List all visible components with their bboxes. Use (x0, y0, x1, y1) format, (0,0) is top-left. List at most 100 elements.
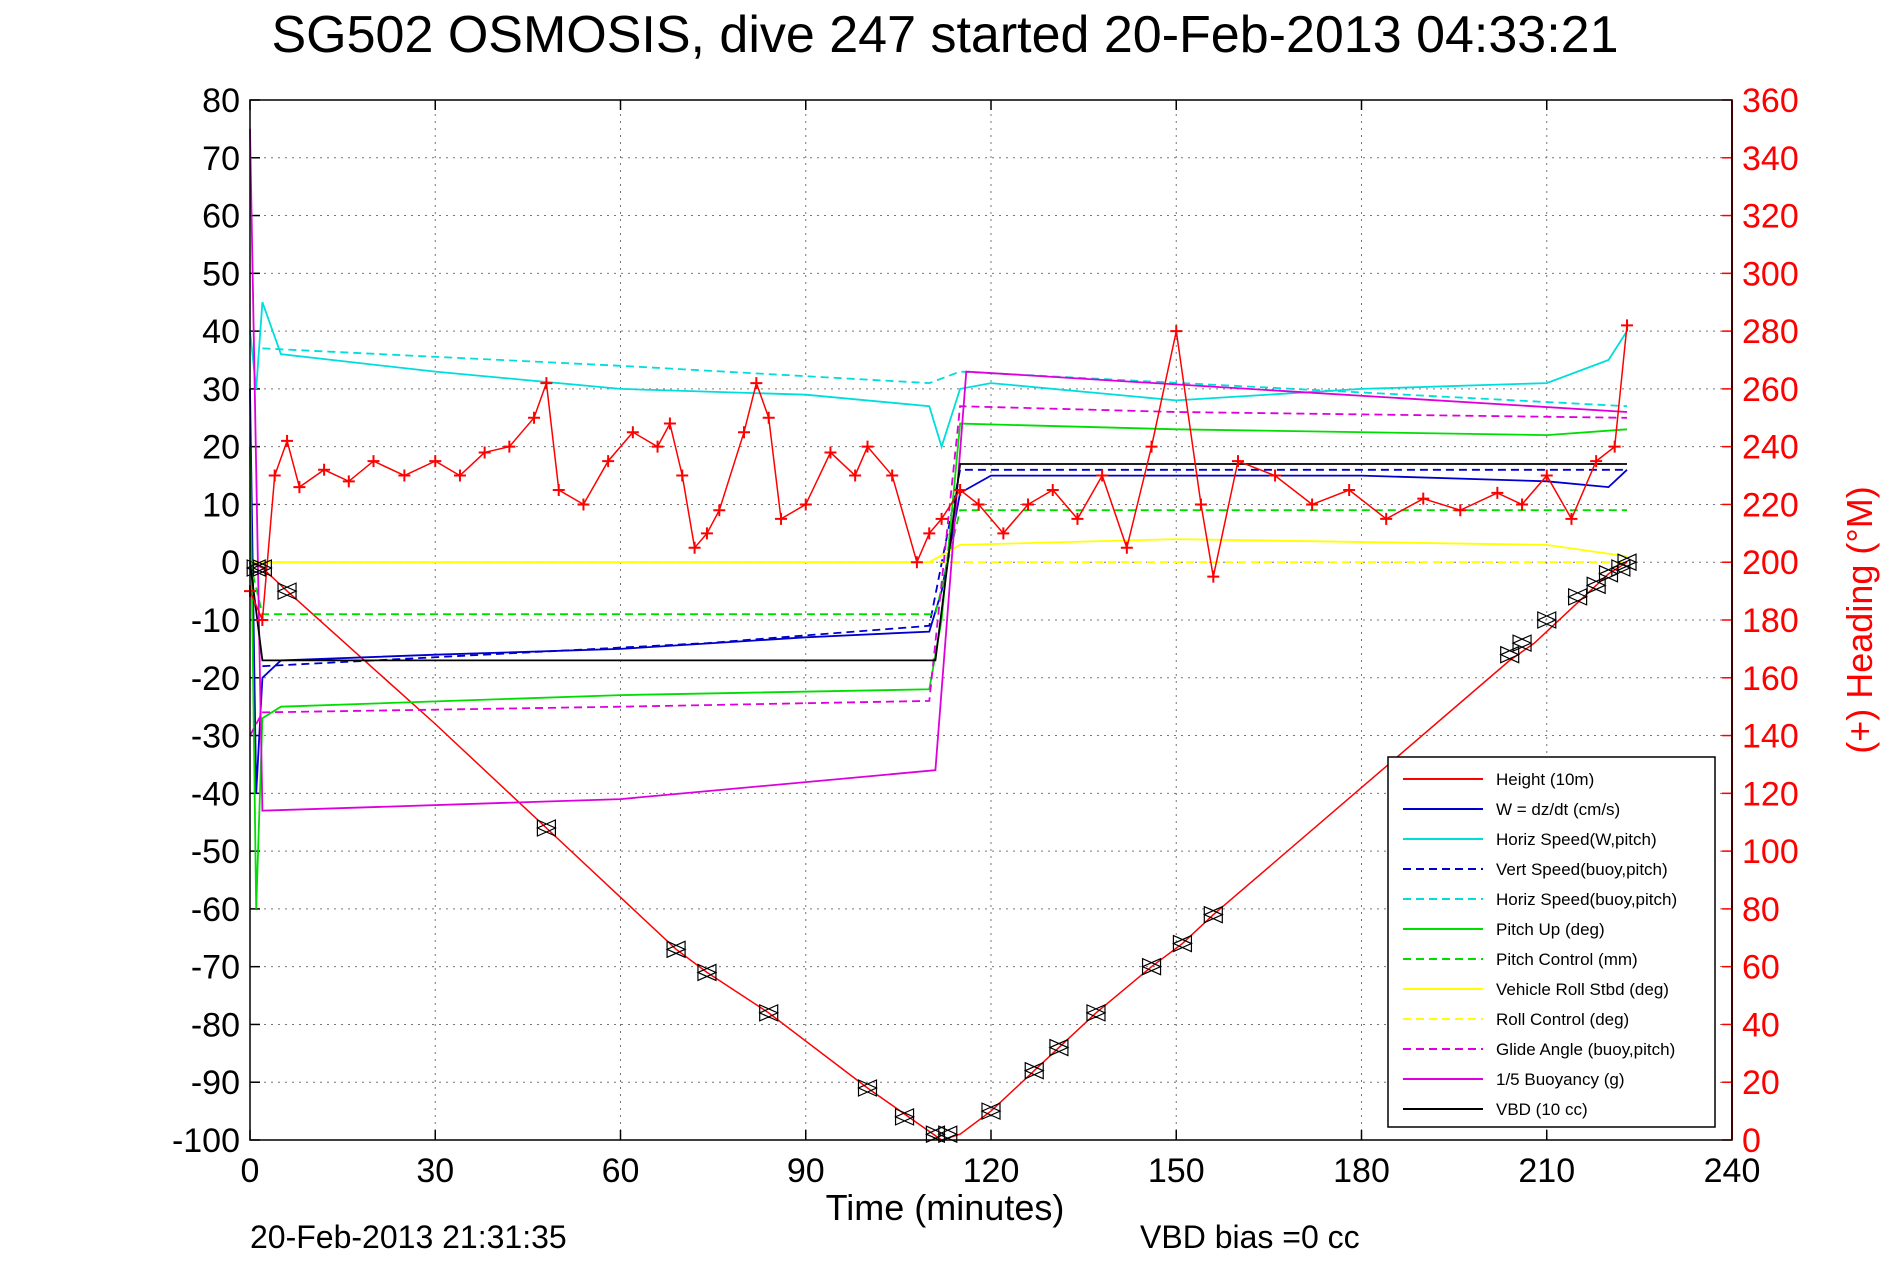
heading-plus-marker (1516, 498, 1529, 511)
right-tick-label: 220 (1742, 486, 1799, 524)
heading-plus-marker (651, 440, 664, 453)
heading-plus-marker (1565, 512, 1578, 525)
heading-plus-marker (429, 455, 442, 468)
legend-entry: 1/5 Buoyancy (g) (1496, 1070, 1625, 1089)
sample-triangle-marker (1085, 1003, 1107, 1022)
sample-triangle-marker (894, 1107, 916, 1126)
right-tick-label: 80 (1742, 891, 1780, 929)
x-tick-label: 150 (1148, 1152, 1205, 1190)
vbd-bias-label: VBD bias =0 cc (1140, 1219, 1360, 1255)
plot-frame (249, 99, 1733, 1141)
heading-plus-marker (1590, 455, 1603, 468)
legend-entry: Horiz Speed(buoy,pitch) (1496, 890, 1677, 909)
sample-triangle-marker (1616, 553, 1638, 572)
series-line-glide-dashed (249, 405, 1628, 737)
right-tick-label: 40 (1742, 1006, 1780, 1044)
x-tick-label: 60 (602, 1152, 640, 1190)
sample-triangle-marker (1048, 1038, 1070, 1057)
x-tick-label: 90 (787, 1152, 825, 1190)
heading-plus-marker (935, 512, 948, 525)
heading-plus-marker (1454, 504, 1467, 517)
legend-entry: Pitch Control (mm) (1496, 950, 1638, 969)
series-line-horiz_speed-dashed (262, 347, 1628, 408)
sample-triangle-marker (924, 1125, 946, 1144)
sample-triangle-marker (980, 1102, 1002, 1121)
series-line-vbd-solid (249, 463, 1627, 662)
sample-triangle-marker (937, 1125, 959, 1144)
heading-plus-marker (318, 463, 331, 476)
heading-plus-marker (1022, 498, 1035, 511)
right-tick-label: 340 (1742, 140, 1799, 178)
left-tick-label: -50 (191, 833, 240, 871)
series-line-horiz_speed-solid (249, 301, 1628, 450)
legend-entry: Roll Control (deg) (1496, 1010, 1629, 1029)
heading-plus-marker (1207, 570, 1220, 583)
sample-triangle-marker (1511, 634, 1533, 653)
sample-triangle-marker (251, 559, 273, 577)
heading-plus-marker (886, 469, 899, 482)
heading-plus-marker (849, 469, 862, 482)
heading-plus-marker (1491, 486, 1504, 499)
heading-plus-marker (688, 541, 701, 554)
right-tick-label: 20 (1742, 1064, 1780, 1102)
chart-legend: Height (10m) W = dz/dt (cm/s) Horiz Speed(… (1387, 756, 1716, 1128)
heading-plus-marker (738, 426, 750, 439)
grid-lines (250, 100, 1732, 1140)
legend-entry: W = dz/dt (cm/s) (1496, 800, 1620, 819)
x-axis-ticks: 0 30 60 90 120 150 180 210 240 (241, 100, 1760, 1190)
heading-plus-marker (602, 455, 615, 468)
heading-plus-marker (577, 498, 590, 511)
right-tick-label: 100 (1742, 833, 1799, 871)
left-tick-label: -30 (191, 718, 240, 756)
sample-triangle-marker (665, 940, 687, 959)
heading-plus-marker (552, 484, 565, 496)
heading-plus-marker (676, 469, 689, 482)
legend-entry: Vert Speed(buoy,pitch) (1496, 860, 1668, 879)
legend-entry: Pitch Up (deg) (1496, 920, 1605, 939)
heading-plus-marker (1120, 541, 1133, 554)
right-tick-label: 160 (1742, 660, 1799, 698)
heading-plus-marker (268, 469, 281, 482)
right-tick-label: 120 (1742, 775, 1799, 813)
heading-plus-marker (700, 527, 713, 540)
left-tick-label: 80 (202, 82, 240, 120)
left-tick-label: 0 (221, 544, 240, 582)
left-tick-label: -20 (191, 660, 240, 698)
heading-plus-marker (1306, 498, 1319, 511)
heading-plus-marker (1621, 319, 1634, 332)
sample-triangle-marker (1202, 905, 1224, 924)
series-line-pitch-solid (249, 422, 1628, 909)
left-tick-label: -10 (191, 602, 240, 640)
heading-plus-marker (1071, 512, 1084, 525)
heading-plus-marker (1170, 325, 1183, 338)
heading-plus-marker (1540, 469, 1553, 482)
heading-plus-marker (540, 377, 553, 390)
heading-plus-marker (626, 426, 639, 439)
sample-triangle-marker (1171, 934, 1193, 953)
right-tick-label: 260 (1742, 371, 1799, 409)
heading-plus-marker (799, 498, 812, 511)
heading-plus-marker (478, 446, 491, 459)
left-axis-ticks: 80 70 60 50 40 30 20 10 0 -10 -20 -30 -40 -50 -60 -70 -8… (172, 82, 260, 1160)
x-tick-label: 0 (241, 1152, 260, 1190)
heading-plus-marker (1046, 484, 1059, 496)
left-tick-label: 60 (202, 198, 240, 236)
sample-triangle-marker (1141, 957, 1163, 976)
right-tick-label: 320 (1742, 198, 1799, 236)
heading-plus-marker (1417, 492, 1430, 505)
heading-plus-marker (972, 498, 985, 511)
right-tick-label: 360 (1742, 82, 1799, 120)
x-axis-label: Time (minutes) (826, 1187, 1065, 1228)
heading-plus-marker (762, 411, 775, 424)
right-tick-label: 280 (1742, 313, 1799, 351)
heading-plus-marker (1145, 440, 1158, 453)
heading-plus-marker (293, 481, 306, 494)
left-tick-label: 20 (202, 429, 240, 467)
heading-plus-marker (528, 411, 541, 424)
x-tick-label: 180 (1333, 1152, 1390, 1190)
footer-timestamp: 20-Feb-2013 21:31:35 (250, 1219, 567, 1255)
right-tick-label: 180 (1742, 602, 1799, 640)
heading-plus-marker (954, 484, 967, 496)
right-axis-label: (+) Heading (°M) (1839, 486, 1880, 753)
